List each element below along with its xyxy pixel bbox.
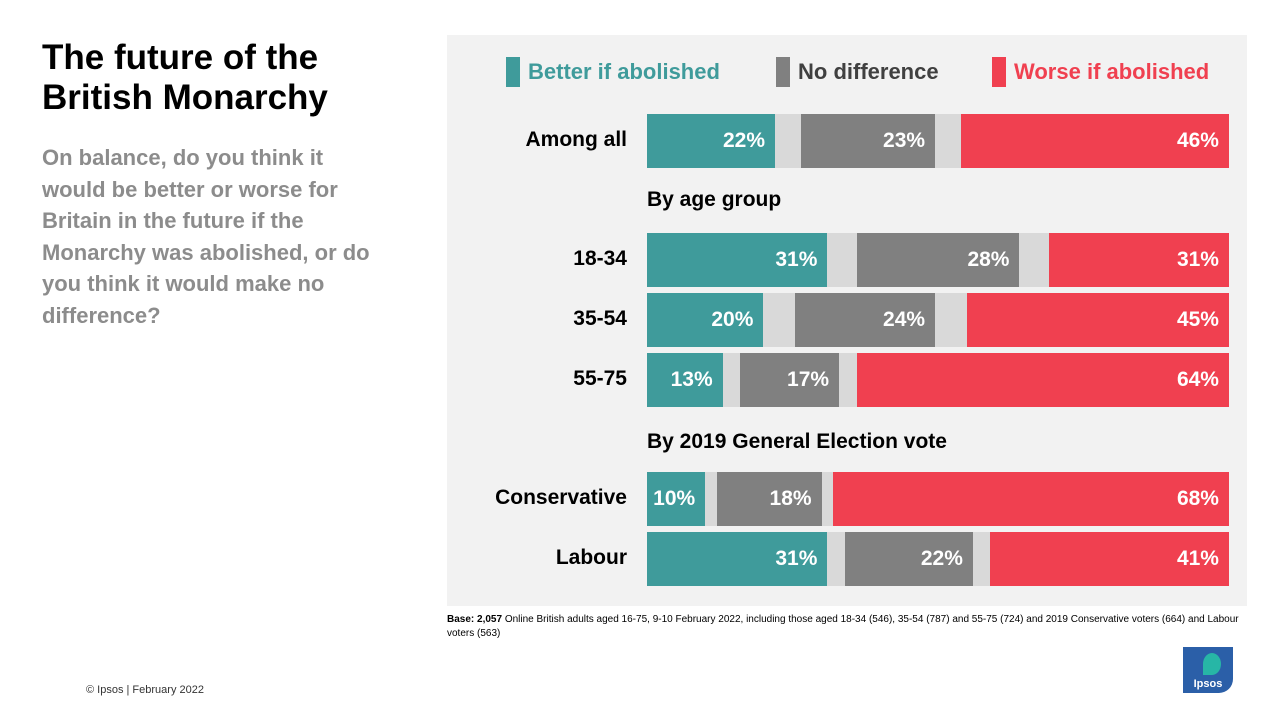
legend-swatch-no-difference bbox=[776, 57, 790, 87]
base-label: Base: 2,057 bbox=[447, 614, 503, 625]
base-note: Base: 2,057 Online British adults aged 1… bbox=[447, 613, 1267, 641]
section-heading-age: By age group bbox=[647, 188, 782, 211]
logo-drop-icon bbox=[1203, 653, 1221, 675]
bar-segment-worse: 31% bbox=[1048, 233, 1229, 287]
legend-item-better: Better if abolished bbox=[506, 57, 720, 87]
legend-label-no-difference: No difference bbox=[798, 59, 939, 84]
ipsos-logo: Ipsos bbox=[1183, 647, 1233, 693]
section-heading-election: By 2019 General Election vote bbox=[647, 430, 947, 453]
copyright-footer: © Ipsos | February 2022 bbox=[86, 684, 204, 696]
data-label: 22% bbox=[723, 129, 766, 152]
data-label: 20% bbox=[711, 308, 754, 331]
base-text: Online British adults aged 16-75, 9-10 F… bbox=[447, 614, 1239, 639]
stacked-bar: 10% 18% 68% bbox=[647, 472, 1229, 526]
data-label: 64% bbox=[1176, 368, 1219, 391]
bar-segment-worse: 45% bbox=[967, 293, 1229, 347]
data-label: 10% bbox=[653, 487, 696, 510]
stacked-bar: 31% 28% 31% bbox=[647, 233, 1229, 287]
data-label: 41% bbox=[1176, 547, 1219, 570]
row-label: 55-75 bbox=[573, 367, 627, 390]
bar-segment-better: 31% bbox=[647, 233, 828, 287]
bar-segment-no-difference: 24% bbox=[795, 293, 936, 347]
row-label: 35-54 bbox=[573, 307, 627, 330]
data-label: 13% bbox=[670, 368, 713, 391]
data-label: 18% bbox=[769, 487, 812, 510]
data-label: 45% bbox=[1176, 308, 1219, 331]
stacked-bar: 20% 24% 45% bbox=[647, 293, 1229, 347]
stacked-bar: 22% 23% 46% bbox=[647, 114, 1229, 168]
data-label: 24% bbox=[883, 308, 926, 331]
data-label: 28% bbox=[967, 248, 1010, 271]
bar-segment-better: 13% bbox=[647, 353, 723, 407]
data-label: 31% bbox=[775, 248, 818, 271]
legend-label-worse: Worse if abolished bbox=[1014, 59, 1210, 84]
survey-question: On balance, do you think it would be bet… bbox=[42, 145, 370, 328]
bar-segment-worse: 41% bbox=[990, 532, 1229, 586]
bar-segment-better: 22% bbox=[647, 114, 776, 168]
row-label: 18-34 bbox=[573, 247, 627, 270]
bar-segment-no-difference: 28% bbox=[856, 233, 1020, 287]
legend-item-worse: Worse if abolished bbox=[992, 57, 1209, 87]
legend-swatch-worse bbox=[992, 57, 1006, 87]
stacked-bar: 31% 22% 41% bbox=[647, 532, 1229, 586]
data-label: 22% bbox=[920, 547, 963, 570]
data-label: 31% bbox=[1176, 248, 1219, 271]
data-label: 23% bbox=[883, 129, 926, 152]
bar-segment-worse: 46% bbox=[961, 114, 1229, 168]
legend-item-no-difference: No difference bbox=[776, 57, 939, 87]
stacked-bar: 13% 17% 64% bbox=[647, 353, 1229, 407]
data-label: 68% bbox=[1176, 487, 1219, 510]
bar-segment-no-difference: 17% bbox=[740, 353, 840, 407]
bar-segment-no-difference: 18% bbox=[716, 472, 822, 526]
data-label: 17% bbox=[787, 368, 830, 391]
bar-segment-better: 20% bbox=[647, 293, 764, 347]
bar-segment-better: 10% bbox=[647, 472, 706, 526]
row-label: Conservative bbox=[495, 486, 627, 509]
bar-segment-no-difference: 22% bbox=[844, 532, 973, 586]
bar-segment-worse: 68% bbox=[833, 472, 1229, 526]
row-label: Among all bbox=[525, 128, 627, 151]
data-label: 31% bbox=[775, 547, 818, 570]
logo-text: Ipsos bbox=[1193, 678, 1223, 690]
legend-label-better: Better if abolished bbox=[528, 59, 720, 84]
bar-segment-worse: 64% bbox=[856, 353, 1229, 407]
bar-segment-better: 31% bbox=[647, 532, 828, 586]
data-label: 46% bbox=[1176, 129, 1219, 152]
chart-panel: Better if abolished No difference Worse … bbox=[447, 35, 1247, 606]
page-title: The future of the British Monarchy bbox=[42, 38, 328, 117]
legend-swatch-better bbox=[506, 57, 520, 87]
row-label: Labour bbox=[555, 546, 627, 569]
bar-segment-no-difference: 23% bbox=[801, 114, 936, 168]
